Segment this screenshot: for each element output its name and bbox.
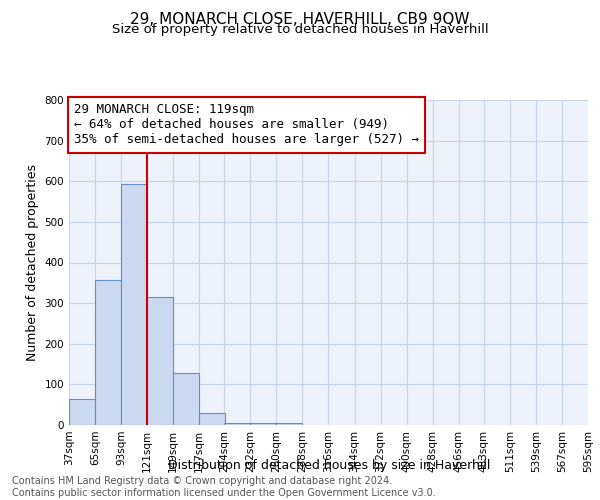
Bar <box>250 423 277 425</box>
Text: Distribution of detached houses by size in Haverhill: Distribution of detached houses by size … <box>167 460 490 472</box>
Text: Size of property relative to detached houses in Haverhill: Size of property relative to detached ho… <box>112 22 488 36</box>
Bar <box>121 184 147 425</box>
Bar <box>224 423 250 425</box>
Bar <box>95 280 121 425</box>
Bar <box>277 423 302 425</box>
Y-axis label: Number of detached properties: Number of detached properties <box>26 164 39 361</box>
Bar <box>173 373 199 425</box>
Bar <box>199 413 225 425</box>
Bar <box>147 297 173 425</box>
Text: 29, MONARCH CLOSE, HAVERHILL, CB9 9QW: 29, MONARCH CLOSE, HAVERHILL, CB9 9QW <box>130 12 470 28</box>
Bar <box>69 398 95 425</box>
Text: Contains HM Land Registry data © Crown copyright and database right 2024.
Contai: Contains HM Land Registry data © Crown c… <box>12 476 436 498</box>
Text: 29 MONARCH CLOSE: 119sqm
← 64% of detached houses are smaller (949)
35% of semi-: 29 MONARCH CLOSE: 119sqm ← 64% of detach… <box>74 104 419 146</box>
